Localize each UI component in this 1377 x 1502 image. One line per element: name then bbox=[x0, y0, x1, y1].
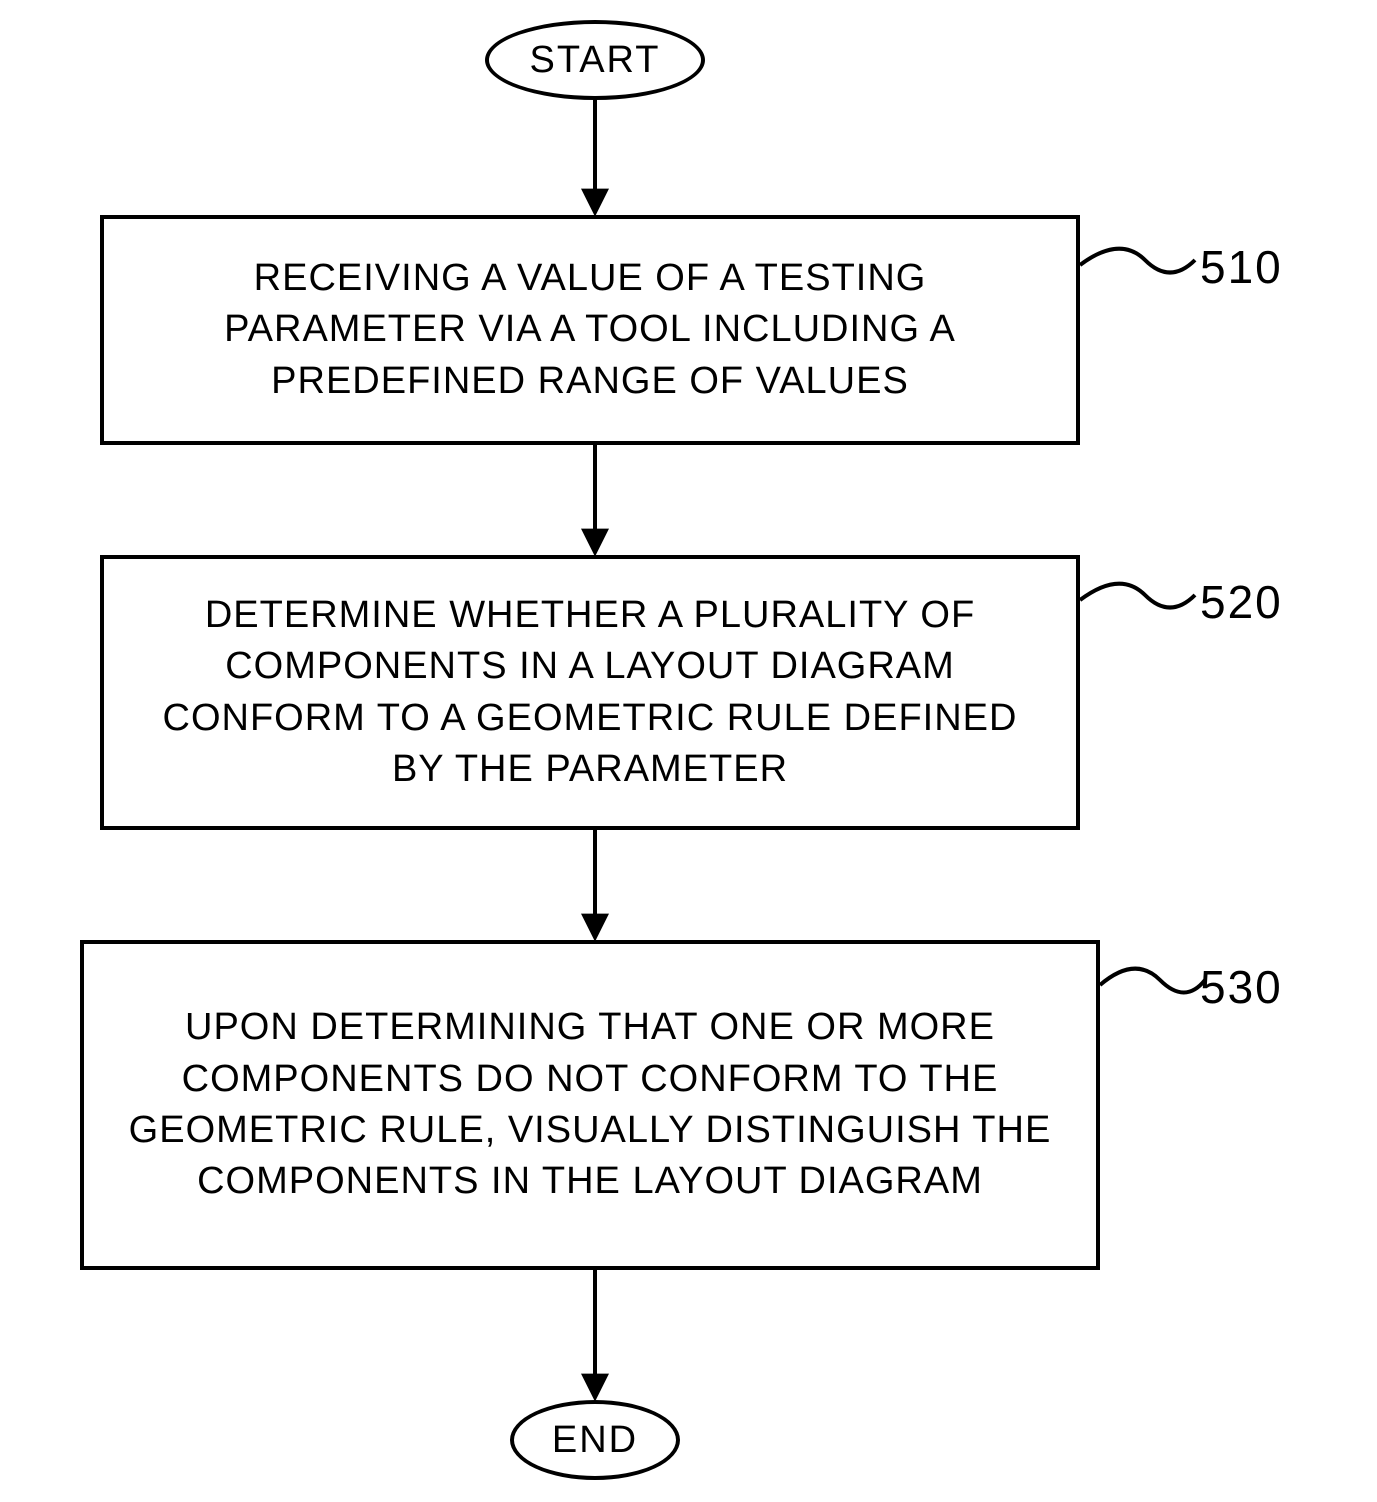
leader-530 bbox=[1100, 969, 1205, 993]
flowchart-canvas: START RECEIVING A VALUE OF A TESTING PAR… bbox=[0, 0, 1377, 1502]
process-box-510: RECEIVING A VALUE OF A TESTING PARAMETER… bbox=[100, 215, 1080, 445]
leader-510 bbox=[1080, 249, 1195, 273]
process-text-530: UPON DETERMINING THAT ONE OR MORE COMPON… bbox=[114, 1002, 1066, 1207]
process-text-510: RECEIVING A VALUE OF A TESTING PARAMETER… bbox=[134, 253, 1046, 407]
start-terminal: START bbox=[485, 20, 705, 100]
process-text-520: DETERMINE WHETHER A PLURALITY OF COMPONE… bbox=[134, 590, 1046, 795]
end-label: END bbox=[552, 1419, 638, 1462]
process-box-530: UPON DETERMINING THAT ONE OR MORE COMPON… bbox=[80, 940, 1100, 1270]
start-label: START bbox=[529, 39, 660, 82]
process-box-520: DETERMINE WHETHER A PLURALITY OF COMPONE… bbox=[100, 555, 1080, 830]
leader-520 bbox=[1080, 584, 1195, 608]
end-terminal: END bbox=[510, 1400, 680, 1480]
ref-label-530: 530 bbox=[1200, 960, 1283, 1014]
ref-label-510: 510 bbox=[1200, 240, 1283, 294]
ref-label-520: 520 bbox=[1200, 575, 1283, 629]
